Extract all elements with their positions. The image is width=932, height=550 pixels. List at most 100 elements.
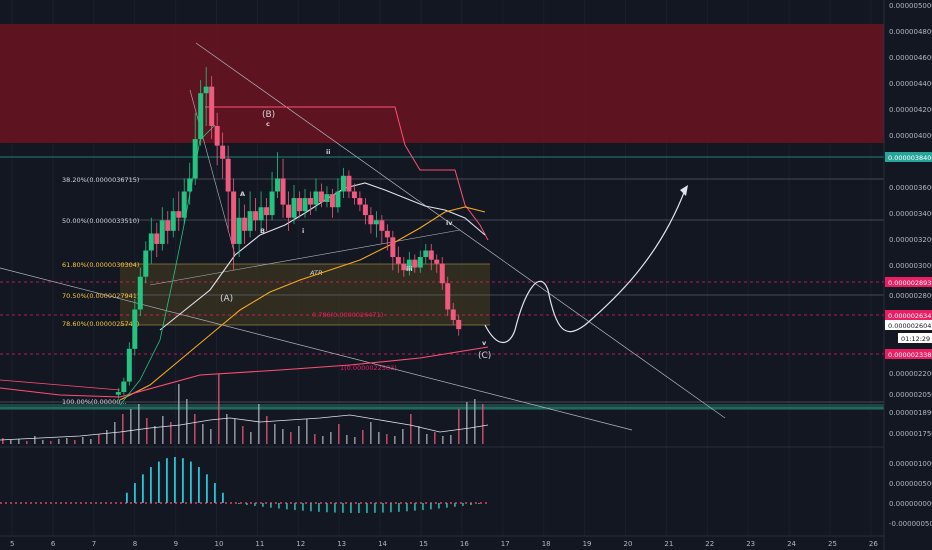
macd-bar [214, 483, 216, 503]
candle-body [286, 204, 292, 218]
demand-zone[interactable] [120, 264, 490, 325]
macd-bar [310, 503, 312, 512]
volume-bar [34, 436, 36, 444]
volume-bar [402, 429, 404, 444]
candle-body [351, 191, 357, 199]
candle-body [329, 194, 335, 208]
macd-bar [134, 483, 136, 503]
macd-bar [166, 458, 168, 503]
macd-histogram [126, 457, 480, 513]
trendline-down[interactable] [195, 42, 726, 419]
candle-body [121, 381, 127, 393]
macd-bar [454, 503, 456, 507]
candle-body [313, 191, 319, 205]
tag-level-low-text: 0.0000023382 [888, 351, 932, 359]
candle-body [192, 139, 198, 179]
projection-path[interactable] [484, 189, 686, 344]
tag-current-price [885, 320, 932, 330]
volume-bar [362, 430, 364, 444]
macd-bar [286, 503, 288, 510]
volume-bar [338, 424, 340, 444]
candle-body [450, 309, 456, 320]
tag-countdown [898, 333, 932, 343]
volume-bar [106, 430, 108, 444]
candle-body [231, 191, 237, 244]
supply-zone[interactable] [0, 24, 884, 143]
candle-body [423, 250, 429, 258]
candle-body [214, 125, 220, 146]
candle-body [291, 198, 297, 218]
indicator-tick-label: -0.0000005000 [889, 520, 932, 528]
volume-bar [122, 414, 124, 444]
volume-bar [290, 432, 292, 444]
macd-bar [198, 467, 200, 503]
wave-label-iv: iv [446, 219, 453, 227]
volume-bar [98, 434, 100, 444]
volume-bar [210, 429, 212, 444]
candle-body [439, 263, 445, 284]
candle-body [242, 217, 248, 231]
macd-bar [326, 503, 328, 513]
macd-bar [462, 503, 464, 506]
macd-bar [238, 503, 240, 504]
wave-label-c: c [266, 120, 270, 128]
volume-bar [386, 434, 388, 444]
wave-label-ii: ii [326, 148, 330, 156]
macd-bar [350, 503, 352, 513]
time-tick-label: 8 [133, 540, 137, 548]
macd-bar [358, 503, 360, 513]
projection-arrowhead [680, 185, 688, 196]
tag-level-mid [885, 277, 932, 287]
candle-body [280, 178, 286, 205]
volume-bar [218, 374, 220, 444]
volume-bar [434, 432, 436, 444]
price-tick-label: 0.0000042000 [889, 106, 932, 114]
ma-red-long [0, 346, 489, 398]
volume-bar [274, 424, 276, 444]
macd-bar [430, 503, 432, 510]
trendline-a[interactable] [189, 89, 236, 256]
fib-label-100: 100.00%(0.00000... [62, 398, 127, 406]
candle-body [176, 211, 182, 218]
price-tick-label: 0.0000050000 [889, 2, 932, 10]
price-tick-label: 0.0000040000 [889, 132, 932, 140]
candle-body [373, 220, 379, 225]
price-axis[interactable]: 0.0000050000 0.0000048000 0.0000046000 0… [885, 2, 932, 438]
macd-bar [294, 503, 296, 511]
time-tick-label: 13 [337, 540, 346, 548]
trendline-low[interactable] [0, 267, 633, 431]
candles-group[interactable] [115, 66, 462, 399]
time-tick-label: 6 [51, 540, 56, 548]
macd-bar [278, 503, 280, 509]
fib-label-78: 78.60%(0.0000025741) [62, 320, 139, 328]
candle-body [362, 204, 368, 216]
ma-orange [119, 206, 486, 401]
ma-red-short [0, 379, 121, 391]
macd-bar [150, 467, 152, 503]
volume-bar [194, 414, 196, 444]
price-tick-label: 0.0000028000 [889, 292, 932, 300]
time-tick-label: 19 [583, 540, 592, 548]
volume-bar [186, 399, 188, 444]
candle-body [181, 191, 187, 218]
trendline-channel[interactable] [149, 229, 461, 286]
macd-bar [406, 503, 408, 512]
price-tick-label: 0.0000022000 [889, 370, 932, 378]
ma-red-cloud [205, 106, 489, 241]
volume-bar [2, 438, 4, 444]
price-tick-label: 0.0000034000 [889, 210, 932, 218]
time-tick-label: 23 [746, 540, 755, 548]
indicator-tick-label: 0.0000005000 [889, 480, 932, 488]
volume-bar [378, 432, 380, 444]
macd-bar [222, 492, 224, 503]
candle-body [445, 283, 451, 310]
indicator-axis[interactable]: 0.0000010000 0.0000005000 0.0000000000 -… [889, 460, 932, 528]
volume-bar [202, 424, 204, 444]
candle-body [456, 319, 462, 330]
time-axis[interactable]: 5 6 7 8 9 10 11 12 13 14 15 16 17 18 19 20 21 22 23 24 25 26 [10, 540, 878, 548]
candle-body [165, 220, 171, 231]
volume-bar [314, 434, 316, 444]
macd-bar [262, 503, 264, 507]
candle-body [115, 392, 121, 395]
